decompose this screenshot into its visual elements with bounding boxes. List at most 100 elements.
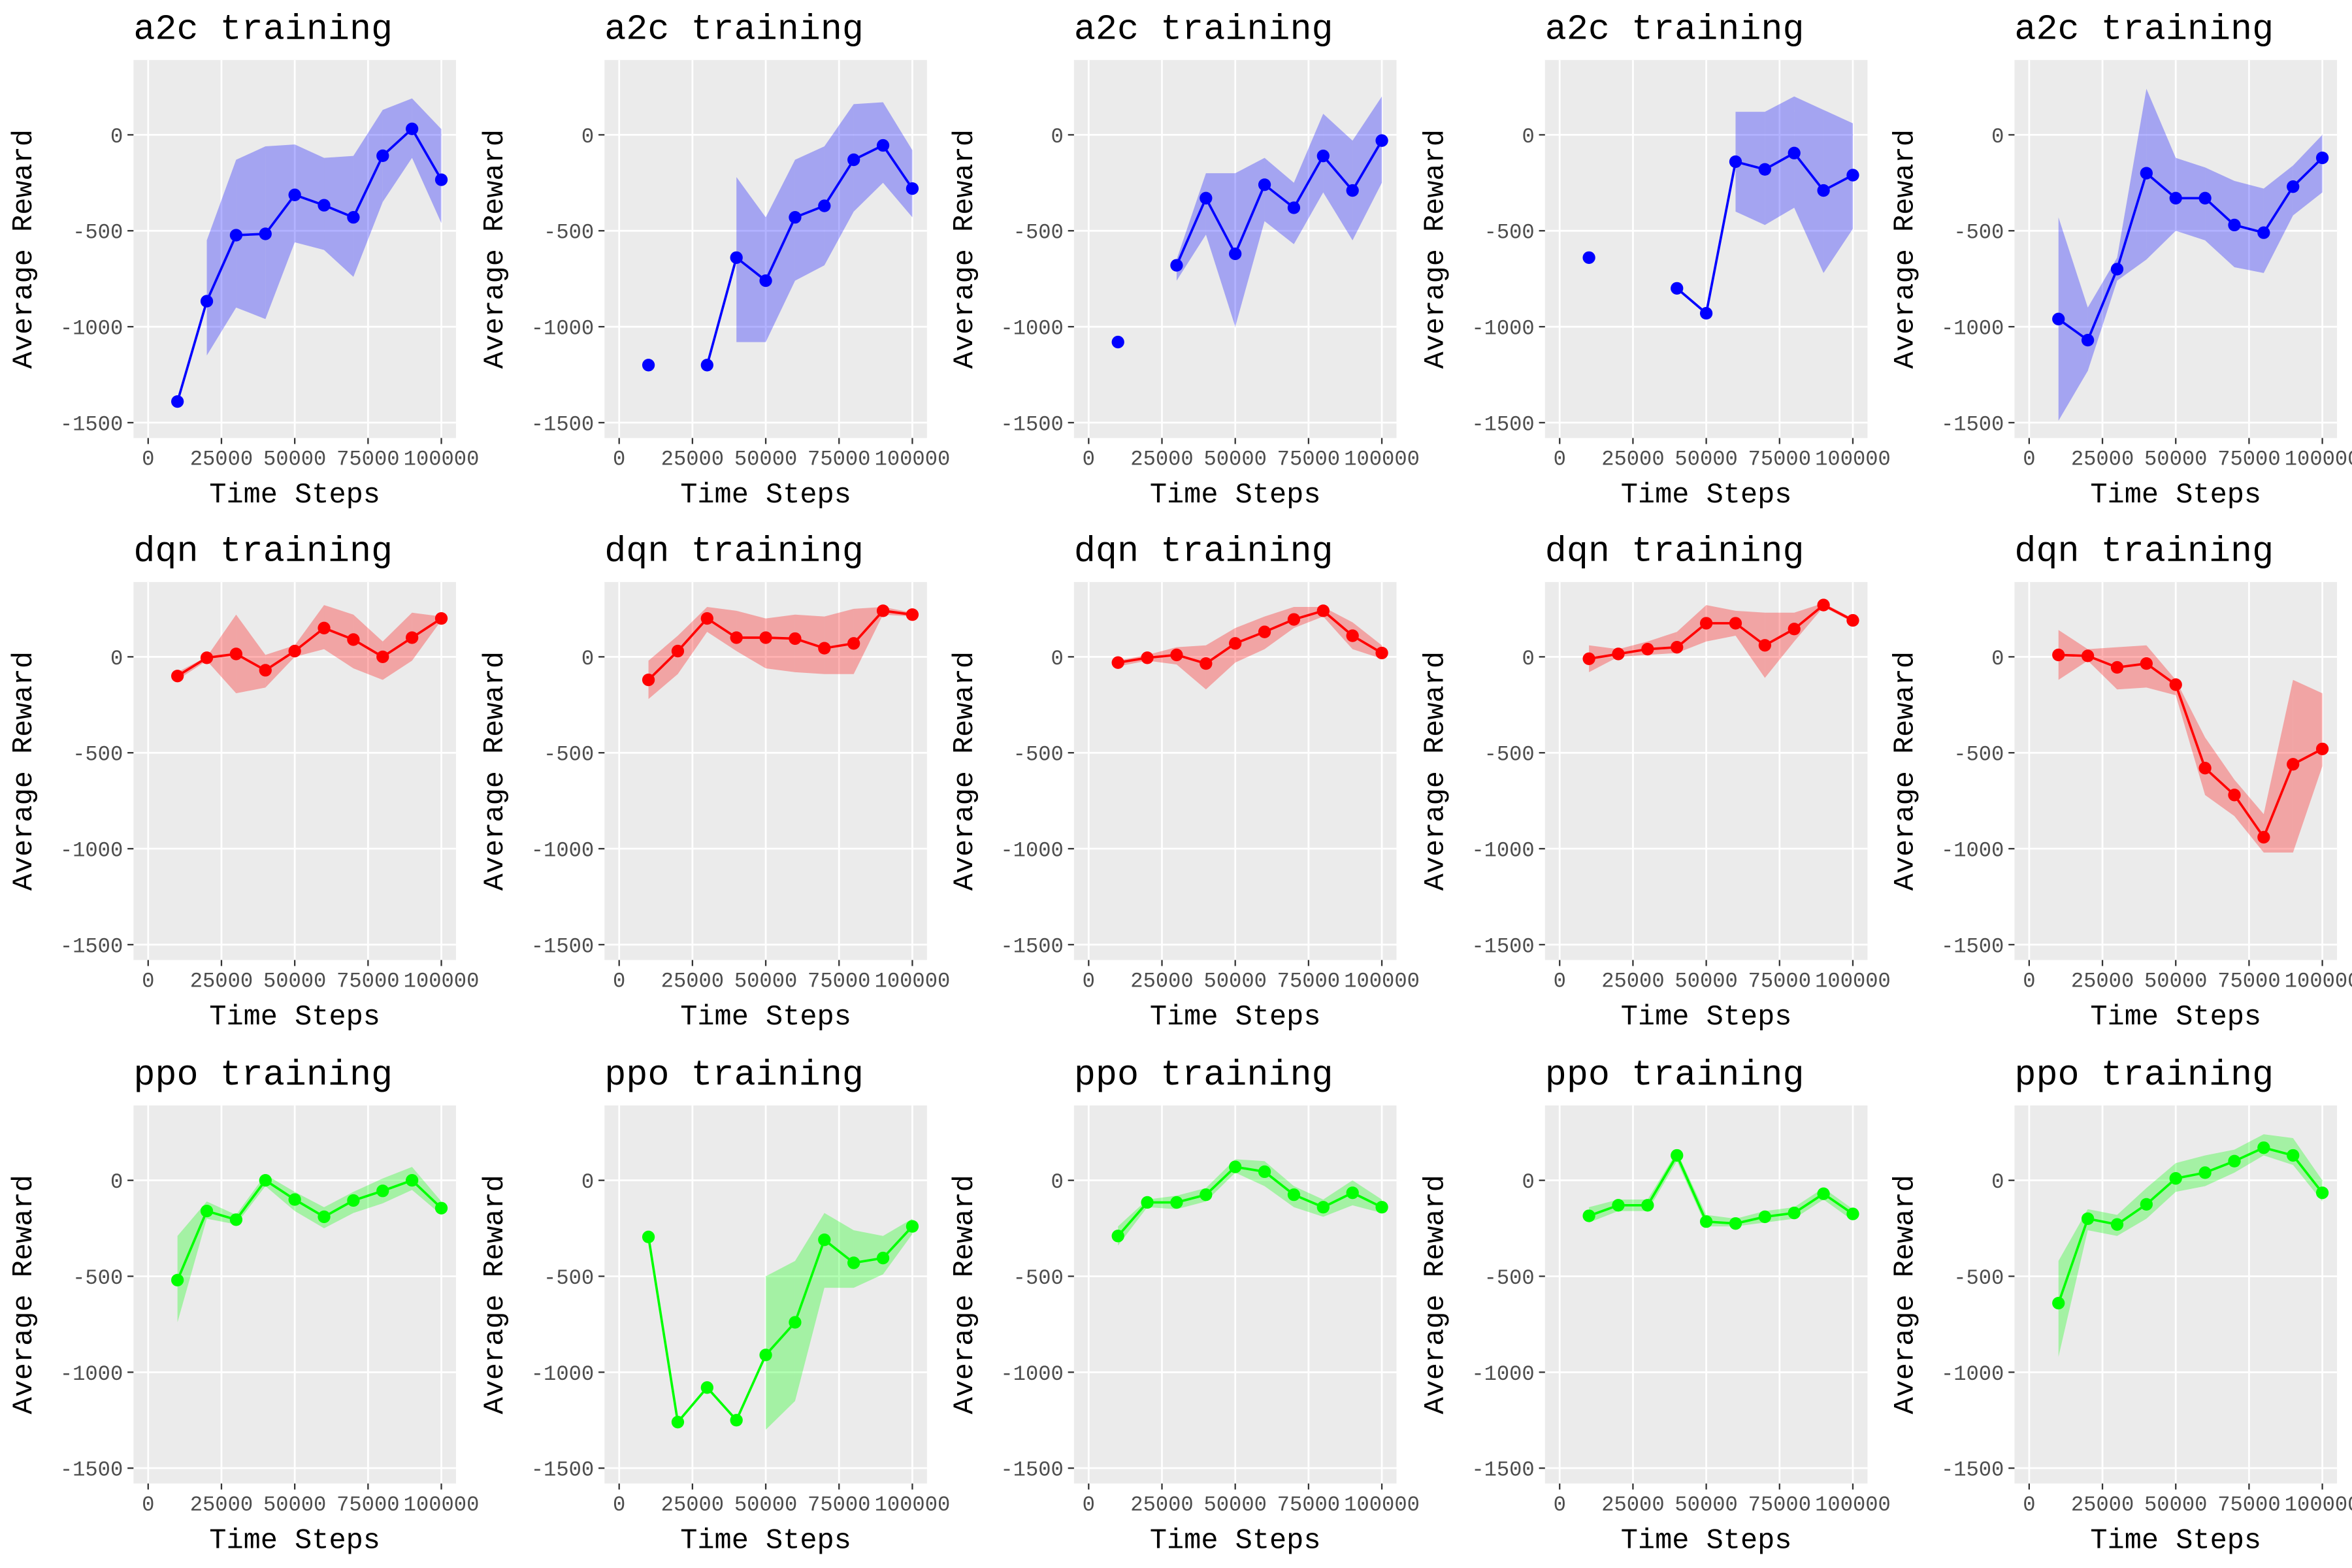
ribbon: [412, 612, 442, 661]
x-tick-label: 100000: [1815, 1493, 1891, 1517]
ribbon: [324, 1192, 353, 1229]
ribbon: [206, 614, 237, 694]
point: [1612, 1199, 1625, 1212]
point: [318, 621, 331, 634]
point: [1788, 146, 1801, 159]
y-tick-label: -500: [1484, 1266, 1535, 1290]
point: [1229, 1160, 1242, 1173]
line: [2058, 653, 2323, 840]
x-tick-label: 100000: [404, 970, 480, 994]
x-axis-label: Time Steps: [2090, 1002, 2261, 1034]
ribbon: [2205, 737, 2234, 817]
line: [647, 1225, 913, 1425]
point: [1375, 646, 1388, 660]
x-tick-label: 75000: [336, 1493, 399, 1517]
point: [700, 1381, 713, 1394]
line: [2057, 1146, 2324, 1304]
x-tick-label: 25000: [661, 1493, 724, 1517]
x-tick-label: 75000: [2217, 1493, 2280, 1517]
point: [2198, 1166, 2212, 1179]
y-axis-label: Average Reward: [8, 1175, 41, 1414]
point: [1141, 651, 1154, 664]
point: [1111, 656, 1124, 669]
x-tick-label: 0: [1554, 448, 1566, 472]
panel-title: dqn training: [133, 531, 393, 572]
ribbon: [2146, 88, 2176, 260]
y-tick-label: -1500: [1471, 934, 1534, 958]
ribbon: [2263, 679, 2293, 853]
point: [818, 1233, 831, 1247]
point: [1287, 201, 1301, 214]
point: [671, 644, 685, 658]
ribbon: [1823, 110, 1853, 273]
ribbon: [1589, 645, 1618, 672]
point: [259, 664, 272, 677]
ribbon: [412, 1167, 442, 1215]
point: [2257, 830, 2270, 844]
point: [1582, 652, 1595, 665]
y-tick-label: -500: [544, 221, 594, 245]
point: [818, 199, 831, 212]
point: [376, 1184, 389, 1198]
point: [759, 1348, 772, 1362]
y-axis-label: Average Reward: [1420, 651, 1452, 890]
point: [1846, 1207, 1859, 1220]
ribbon: [736, 176, 766, 342]
y-tick-label: -500: [544, 743, 594, 767]
ribbon: [1765, 612, 1795, 678]
ribbon: [2293, 679, 2323, 853]
panel-title: a2c training: [2014, 9, 2274, 50]
point: [288, 188, 301, 201]
panel-title: a2c training: [133, 9, 393, 50]
y-tick-label: -1000: [1941, 317, 2004, 341]
ribbon: [1794, 603, 1824, 642]
ribbon: [2146, 645, 2176, 696]
point: [1671, 641, 1684, 654]
panel-title: dqn training: [1545, 531, 1805, 572]
y-axis-label: Average Reward: [8, 651, 41, 890]
y-tick-label: -500: [1953, 1266, 2004, 1290]
y-axis-label: Average Reward: [949, 129, 981, 368]
y-tick-label: 0: [110, 125, 123, 149]
ribbon: [2176, 1155, 2206, 1192]
x-tick-label: 100000: [2285, 1493, 2352, 1517]
point: [1346, 629, 1359, 642]
point: [1671, 282, 1684, 295]
point: [434, 612, 448, 625]
x-tick-label: 25000: [1130, 970, 1193, 994]
y-tick-label: -1000: [1471, 1362, 1534, 1386]
point: [906, 182, 919, 195]
x-tick-label: 100000: [2285, 970, 2352, 994]
panel-title: dqn training: [604, 531, 864, 572]
point: [2287, 180, 2300, 193]
point: [2081, 649, 2095, 662]
point: [1817, 184, 1830, 197]
y-tick-label: -500: [1953, 743, 2004, 767]
y-axis-label: Average Reward: [1420, 129, 1452, 368]
line: [1588, 603, 1854, 661]
ribbon: [206, 159, 237, 356]
y-tick-label: 0: [1522, 647, 1534, 671]
ribbon: [412, 98, 442, 223]
point: [1258, 178, 1271, 191]
point: [2110, 263, 2124, 276]
x-tick-label: 75000: [2217, 448, 2280, 472]
panel-title: ppo training: [1074, 1054, 1333, 1096]
x-axis-label: Time Steps: [209, 1002, 380, 1034]
point: [200, 295, 214, 308]
y-tick-label: -1000: [60, 1362, 123, 1386]
point: [259, 227, 272, 240]
x-tick-label: 75000: [1748, 448, 1811, 472]
point: [642, 673, 655, 687]
point: [229, 1213, 243, 1226]
ribbon: [824, 608, 854, 674]
ribbon: [2263, 1134, 2293, 1166]
x-tick-label: 0: [2023, 1493, 2035, 1517]
point: [1229, 637, 1242, 650]
x-tick-label: 50000: [1203, 448, 1266, 472]
point: [347, 1194, 360, 1207]
y-tick-label: 0: [581, 125, 594, 149]
